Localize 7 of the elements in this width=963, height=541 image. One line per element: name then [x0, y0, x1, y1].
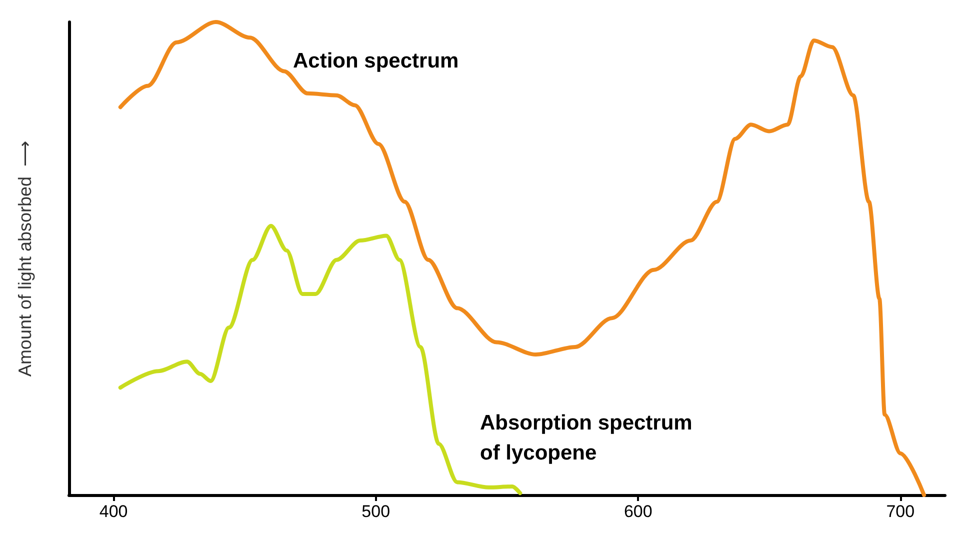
x-tick-label: 600: [624, 502, 652, 521]
series-label: Absorption spectrum of lycopene: [480, 412, 692, 464]
x-tick-label: 400: [99, 502, 128, 521]
x-tick-label: 700: [886, 502, 915, 521]
x-tick-label: 500: [362, 502, 390, 521]
y-axis-title: Amount of light absorbed ⟶: [15, 140, 35, 377]
series-label: Action spectrum: [293, 50, 459, 72]
